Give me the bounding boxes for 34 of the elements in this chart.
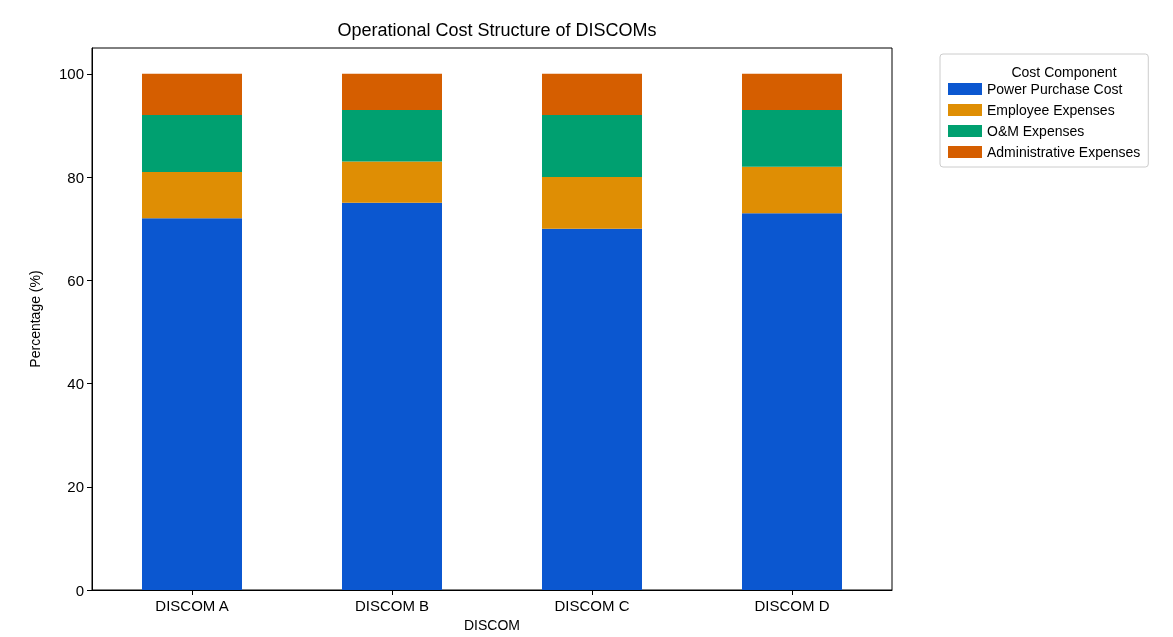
bar bbox=[142, 171, 242, 219]
bar bbox=[142, 115, 242, 172]
bar bbox=[542, 228, 642, 590]
x-tick-label: DISCOM A bbox=[155, 597, 229, 614]
bar bbox=[542, 177, 642, 229]
y-tick-label: 40 bbox=[67, 375, 84, 393]
bar bbox=[742, 166, 842, 214]
y-tick-label: 80 bbox=[67, 168, 84, 186]
x-tick-label: DISCOM C bbox=[554, 597, 630, 614]
legend-label: Power Purchase Cost bbox=[987, 81, 1123, 97]
bar bbox=[542, 73, 642, 116]
bar bbox=[742, 109, 842, 167]
bar bbox=[342, 161, 442, 203]
legend-label: Administrative Expenses bbox=[987, 144, 1141, 160]
y-tick-label: 20 bbox=[67, 478, 84, 496]
bar bbox=[142, 218, 242, 590]
bar bbox=[742, 213, 842, 590]
y-tick-label: 0 bbox=[75, 581, 84, 599]
bar bbox=[742, 73, 842, 110]
y-tick-label: 100 bbox=[58, 65, 84, 83]
y-axis-title: Percentage (%) bbox=[27, 270, 43, 368]
x-tick-label: DISCOM D bbox=[754, 597, 830, 614]
x-axis-title: DISCOM bbox=[464, 617, 520, 633]
bar bbox=[342, 109, 442, 162]
legend-label: O&M Expenses bbox=[987, 123, 1085, 139]
bar bbox=[342, 202, 442, 590]
bar bbox=[342, 73, 442, 110]
y-tick-label: 60 bbox=[67, 271, 84, 289]
x-tick-label: DISCOM B bbox=[354, 597, 430, 614]
bar bbox=[542, 115, 642, 178]
legend-title: Cost Component bbox=[1011, 64, 1117, 80]
chart-title: Operational Cost Structure of DISCOMs bbox=[337, 20, 657, 40]
legend-label: Employee Expenses bbox=[987, 102, 1115, 118]
bar bbox=[142, 73, 242, 116]
